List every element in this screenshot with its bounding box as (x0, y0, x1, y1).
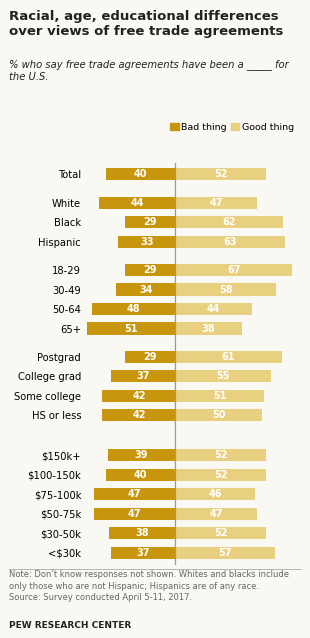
Text: 52: 52 (214, 170, 228, 179)
Bar (175, 390, 264, 402)
Bar (175, 216, 283, 228)
Bar (111, 547, 175, 559)
Bar (116, 283, 175, 295)
Bar (111, 370, 175, 382)
Bar (87, 322, 175, 334)
Text: % who say free trade agreements have been a _____ for
the U.S.: % who say free trade agreements have bee… (9, 59, 289, 82)
Text: 51: 51 (213, 391, 227, 401)
Bar (175, 322, 241, 334)
Text: 57: 57 (218, 548, 232, 558)
Text: 67: 67 (227, 265, 241, 275)
Text: 47: 47 (210, 198, 223, 208)
Bar (92, 303, 175, 315)
Text: 52: 52 (214, 528, 228, 538)
Bar (102, 390, 175, 402)
Text: 33: 33 (140, 237, 153, 247)
Text: Racial, age, educational differences
over views of free trade agreements: Racial, age, educational differences ove… (9, 10, 284, 38)
Bar (175, 264, 292, 276)
Bar (175, 528, 266, 540)
Bar (175, 449, 266, 461)
Text: 38: 38 (202, 323, 215, 334)
Text: 46: 46 (209, 489, 222, 500)
Bar (106, 168, 175, 181)
Bar (175, 410, 263, 422)
Text: 52: 52 (214, 470, 228, 480)
Text: 52: 52 (214, 450, 228, 461)
Text: 62: 62 (223, 217, 236, 227)
Text: 29: 29 (144, 265, 157, 275)
Text: 63: 63 (224, 237, 237, 247)
Text: 29: 29 (144, 217, 157, 227)
Bar (125, 264, 175, 276)
Bar (175, 197, 257, 209)
Bar (125, 216, 175, 228)
Text: 61: 61 (222, 352, 235, 362)
Bar (99, 197, 175, 209)
Bar (175, 235, 285, 248)
Text: 34: 34 (139, 285, 153, 295)
Text: 40: 40 (134, 170, 148, 179)
Text: 48: 48 (127, 304, 140, 314)
Text: 44: 44 (131, 198, 144, 208)
Text: Note: Don’t know responses not shown. Whites and blacks include
only those who a: Note: Don’t know responses not shown. Wh… (9, 570, 289, 602)
Text: 58: 58 (219, 285, 233, 295)
Bar (175, 488, 255, 500)
Text: 42: 42 (132, 410, 146, 420)
Bar (175, 547, 275, 559)
Text: 47: 47 (210, 509, 223, 519)
Bar (109, 528, 175, 540)
Text: 40: 40 (134, 470, 148, 480)
Text: 38: 38 (136, 528, 149, 538)
Text: 44: 44 (207, 304, 220, 314)
Text: 29: 29 (144, 352, 157, 362)
Bar (108, 449, 175, 461)
Bar (106, 469, 175, 481)
Bar (175, 508, 257, 520)
Bar (118, 235, 175, 248)
Text: 37: 37 (137, 371, 150, 382)
Bar (175, 168, 266, 181)
Bar (175, 303, 252, 315)
Text: 47: 47 (128, 489, 141, 500)
Text: 51: 51 (124, 323, 138, 334)
Bar (94, 508, 175, 520)
Text: 42: 42 (132, 391, 146, 401)
Text: 50: 50 (212, 410, 226, 420)
Bar (175, 469, 266, 481)
Bar (125, 351, 175, 363)
Bar (175, 370, 271, 382)
Bar (175, 283, 276, 295)
Bar (102, 410, 175, 422)
Bar (175, 351, 281, 363)
Text: 55: 55 (217, 371, 230, 382)
Text: PEW RESEARCH CENTER: PEW RESEARCH CENTER (9, 621, 131, 630)
Text: 47: 47 (128, 509, 141, 519)
Bar (94, 488, 175, 500)
Text: 37: 37 (137, 548, 150, 558)
Text: 39: 39 (135, 450, 148, 461)
Legend: Bad thing, Good thing: Bad thing, Good thing (166, 119, 298, 136)
